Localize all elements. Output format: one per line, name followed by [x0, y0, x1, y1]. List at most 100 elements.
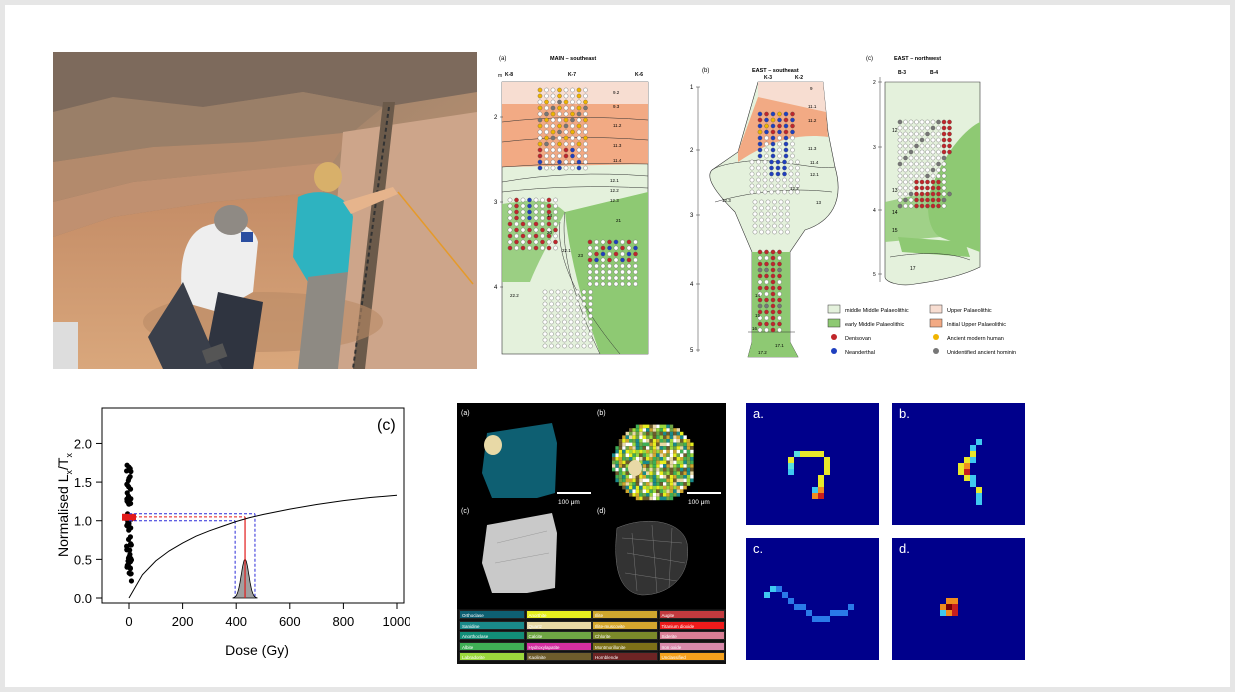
specimen-dot: [527, 198, 531, 202]
specimen-dot: [551, 142, 555, 146]
specimen-dot: [583, 100, 587, 104]
specimen-dot: [764, 328, 768, 332]
specimen-dot: [914, 198, 918, 202]
specimen-dot: [627, 282, 631, 286]
specimen-dot: [756, 190, 760, 194]
specimen-dot: [947, 132, 951, 136]
grain-b: [612, 425, 694, 501]
specimen-dot: [633, 258, 637, 262]
specimen-dot: [547, 246, 551, 250]
specimen-dot: [925, 132, 929, 136]
mineral-legend-item: Hornblende: [592, 652, 658, 661]
specimen-dot: [795, 166, 799, 170]
heatmap-cell: [958, 469, 964, 475]
scale-left-label: 100 μm: [558, 499, 580, 506]
specimen-dot: [614, 264, 618, 268]
specimen-dot: [758, 322, 762, 326]
heatmap-label-a: a.: [753, 406, 764, 421]
specimen-dot: [551, 112, 555, 116]
heatmap-cell: [976, 439, 982, 445]
specimen-dot: [549, 326, 553, 330]
heatmap-cell: [794, 604, 800, 610]
specimen-dot: [577, 130, 581, 134]
specimen-dot: [557, 124, 561, 128]
specimen-dot: [942, 138, 946, 142]
specimen-dot: [785, 206, 789, 210]
specimen-dot: [540, 246, 544, 250]
specimen-dot: [557, 94, 561, 98]
heatmap-cell: [964, 457, 970, 463]
specimen-dot: [543, 314, 547, 318]
layer-a-6: 12.2: [610, 188, 619, 193]
specimen-dot: [758, 154, 762, 158]
specimen-dot: [601, 270, 605, 274]
specimen-dot: [942, 174, 946, 178]
specimen-dot: [764, 112, 768, 116]
specimen-dot: [771, 274, 775, 278]
specimen-dot: [771, 256, 775, 260]
measurement-point: [124, 463, 129, 468]
specimen-dot: [758, 268, 762, 272]
legend-label-6: Neanderthal: [845, 350, 875, 356]
specimen-dot: [534, 198, 538, 202]
specimen-dot: [556, 320, 560, 324]
specimen-dot: [784, 112, 788, 116]
specimen-dot: [758, 274, 762, 278]
specimen-dot: [925, 192, 929, 196]
specimen-dot: [570, 106, 574, 110]
panel-a-letter: (a): [499, 56, 506, 62]
heatmap-cell: [818, 451, 824, 457]
specimen-dot: [789, 178, 793, 182]
specimen-dot: [903, 180, 907, 184]
specimen-dot: [750, 190, 754, 194]
specimen-dot: [759, 224, 763, 228]
specimen-dot: [777, 304, 781, 308]
specimen-dot: [936, 138, 940, 142]
heatmap-cell: [970, 451, 976, 457]
specimen-dot: [521, 216, 525, 220]
specimen-dot: [564, 112, 568, 116]
specimen-dot: [544, 136, 548, 140]
specimen-dot: [564, 160, 568, 164]
specimen-dot: [920, 126, 924, 130]
specimen-dot: [789, 166, 793, 170]
heatmap-label-d: d.: [899, 541, 910, 556]
specimen-dot: [514, 222, 518, 226]
xtick-3: 600: [279, 614, 301, 629]
mineral-legend-item: Orthoclase: [459, 610, 525, 619]
specimen-dot: [562, 320, 566, 324]
heatmap-cell: [782, 592, 788, 598]
heatmap-cell: [818, 493, 824, 499]
heatmap-cell: [800, 604, 806, 610]
specimen-dot: [898, 120, 902, 124]
specimen-dot: [601, 240, 605, 244]
specimen-dot: [766, 200, 770, 204]
specimen-dot: [936, 162, 940, 166]
specimen-dot: [920, 198, 924, 202]
specimen-dot: [583, 124, 587, 128]
specimen-dot: [936, 156, 940, 160]
col-label-a-1: K-7: [568, 72, 576, 78]
measurement-point: [126, 476, 131, 481]
measurement-point: [128, 542, 133, 547]
specimen-dot: [920, 192, 924, 196]
specimen-dot: [936, 150, 940, 154]
specimen-dot: [601, 246, 605, 250]
heatmap-cell: [952, 598, 958, 604]
mineral-label-c: (c): [461, 508, 469, 515]
mineral-label-a: (a): [461, 410, 470, 417]
specimen-dot: [758, 112, 762, 116]
specimen-dot: [920, 162, 924, 166]
specimen-dot: [570, 112, 574, 116]
specimen-dot: [627, 252, 631, 256]
specimen-dot: [914, 192, 918, 196]
mineral-label-d: (d): [597, 508, 606, 515]
specimen-dot: [898, 180, 902, 184]
specimen-dot: [771, 262, 775, 266]
specimen-dot: [920, 144, 924, 148]
specimen-dot: [534, 228, 538, 232]
specimen-dot: [521, 210, 525, 214]
specimen-dot: [633, 282, 637, 286]
panel-b-depth-ticks: 12345: [690, 85, 700, 354]
specimen-dot: [564, 88, 568, 92]
